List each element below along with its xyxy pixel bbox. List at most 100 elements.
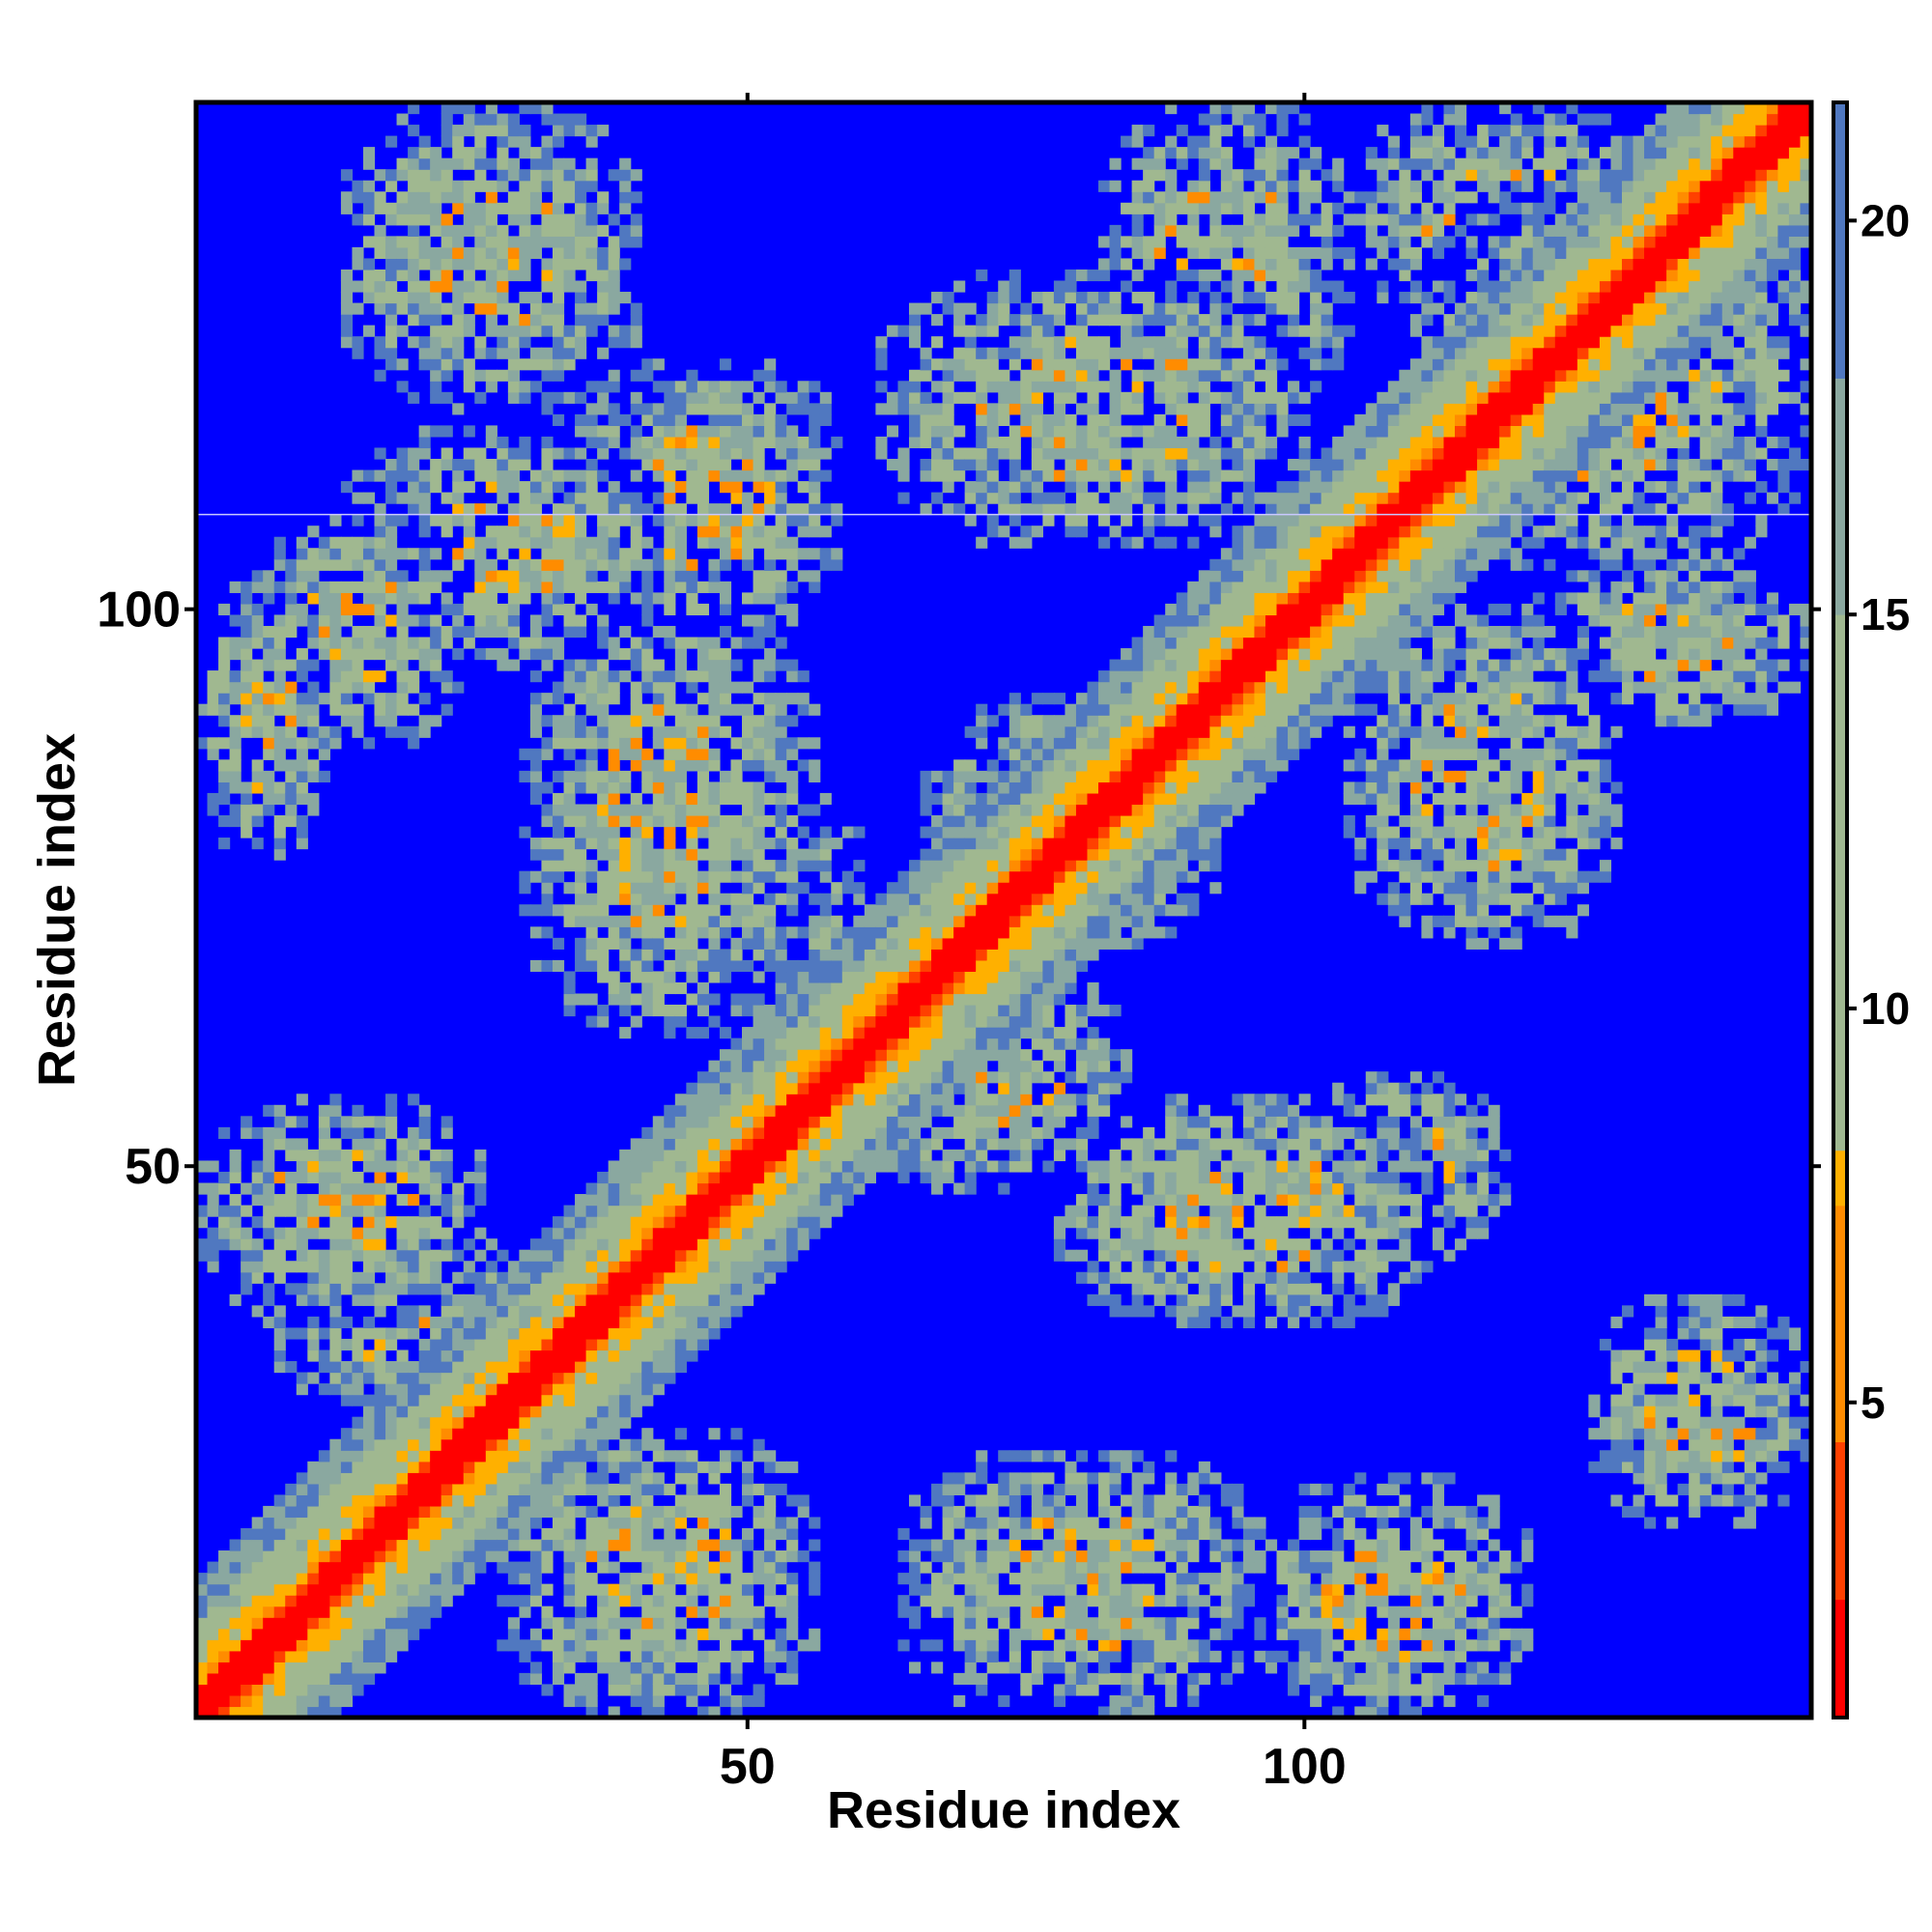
heatmap-cell [263, 681, 275, 694]
heatmap-cell [385, 1383, 398, 1396]
heatmap-cell [408, 1372, 420, 1384]
heatmap-cell [285, 1605, 298, 1618]
heatmap-cell [430, 715, 442, 727]
heatmap-cell [775, 893, 787, 905]
heatmap-cell [529, 1472, 543, 1485]
heatmap-cell [340, 1338, 354, 1351]
heatmap-cell [619, 1182, 632, 1195]
heatmap-cell [430, 347, 442, 359]
heatmap-cell [674, 670, 687, 683]
heatmap-cell [664, 458, 676, 471]
heatmap-cell [241, 625, 253, 639]
heatmap-cell [696, 1650, 710, 1662]
heatmap-cell [630, 1461, 642, 1473]
heatmap-cell [786, 848, 799, 861]
heatmap-cell [998, 1494, 1010, 1507]
heatmap-cell [964, 1027, 977, 1039]
heatmap-cell [986, 1094, 999, 1106]
heatmap-cell [976, 715, 988, 727]
heatmap-cell [385, 1517, 398, 1529]
heatmap-cell [318, 1517, 330, 1529]
heatmap-cell [853, 1138, 866, 1151]
heatmap-cell [686, 1338, 698, 1351]
heatmap-cell [340, 715, 354, 727]
heatmap-cell [552, 1283, 565, 1295]
heatmap-cell [296, 1483, 308, 1495]
heatmap-cell [474, 1182, 487, 1195]
heatmap-cell [352, 625, 364, 639]
heatmap-cell [541, 1605, 554, 1618]
heatmap-cell [775, 937, 787, 950]
heatmap-cell [908, 391, 922, 404]
heatmap-cell [597, 637, 610, 649]
heatmap-cell [630, 681, 642, 694]
heatmap-cell [953, 1550, 966, 1563]
heatmap-cell [964, 1138, 977, 1151]
heatmap-cell [396, 1472, 409, 1485]
heatmap-cell [908, 882, 922, 895]
heatmap-cell [251, 770, 264, 782]
heatmap-cell [931, 1171, 944, 1184]
heatmap-cell [352, 1539, 364, 1551]
heatmap-cell [251, 1126, 264, 1139]
heatmap-cell [418, 1249, 431, 1262]
heatmap-cell [563, 1406, 576, 1418]
heatmap-cell [608, 1494, 620, 1507]
heatmap-cell [362, 1293, 376, 1306]
heatmap-cell [608, 937, 620, 950]
heatmap-cell [529, 1483, 543, 1495]
heatmap-cell [730, 1138, 743, 1151]
heatmap-cell [497, 369, 509, 382]
heatmap-cell [408, 1539, 420, 1551]
heatmap-cell [696, 503, 710, 516]
heatmap-cell [296, 1283, 308, 1295]
heatmap-cell [608, 1428, 620, 1440]
heatmap-cell [452, 147, 465, 159]
heatmap-cell [708, 1327, 721, 1340]
heatmap-cell [497, 1293, 509, 1306]
heatmap-cell [875, 1037, 888, 1050]
heatmap-cell [976, 804, 988, 816]
heatmap-cell [619, 1617, 632, 1630]
heatmap-cell [976, 1617, 988, 1630]
heatmap-cell [931, 993, 944, 1006]
heatmap-cell [463, 625, 475, 639]
heatmap-cell [976, 1027, 988, 1039]
heatmap-cell [440, 1539, 453, 1551]
heatmap-cell [285, 693, 298, 705]
heatmap-cell [497, 1283, 509, 1295]
heatmap-cell [897, 1126, 910, 1139]
heatmap-cell [597, 1194, 610, 1207]
heatmap-cell [552, 581, 565, 593]
heatmap-cell [786, 1138, 799, 1151]
heatmap-cell [986, 715, 999, 727]
heatmap-cell [719, 536, 732, 549]
heatmap-cell [597, 314, 610, 327]
heatmap-cell [396, 1416, 409, 1429]
heatmap-cell [742, 1126, 754, 1139]
heatmap-cell [696, 826, 710, 838]
heatmap-cell [541, 347, 554, 359]
heatmap-cell [920, 469, 932, 482]
heatmap-cell [753, 882, 765, 895]
heatmap-cell [708, 1271, 721, 1284]
heatmap-cell [340, 280, 354, 293]
heatmap-cell [664, 681, 676, 694]
heatmap-cell [797, 1205, 810, 1217]
heatmap-cell [775, 1060, 787, 1072]
heatmap-cell [976, 1605, 988, 1618]
heatmap-cell [229, 748, 242, 760]
heatmap-cell [998, 959, 1010, 973]
heatmap-cell [597, 1205, 610, 1217]
heatmap-cell [241, 826, 253, 838]
heatmap-cell [541, 280, 554, 293]
heatmap-cell [362, 1261, 376, 1273]
heatmap-cell [519, 1372, 531, 1384]
heatmap-cell [674, 1015, 687, 1028]
heatmap-cell [497, 325, 509, 337]
heatmap-cell [296, 1216, 308, 1229]
heatmap-cell [775, 1104, 787, 1117]
heatmap-cell [374, 1595, 386, 1607]
heatmap-cell [207, 1583, 219, 1596]
heatmap-cell [418, 1494, 431, 1507]
